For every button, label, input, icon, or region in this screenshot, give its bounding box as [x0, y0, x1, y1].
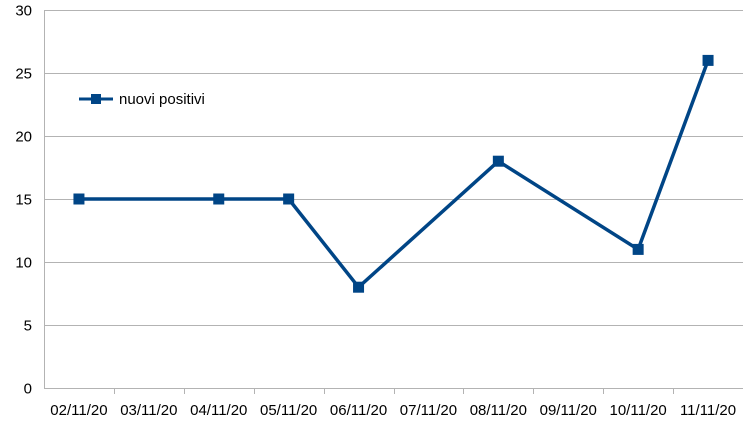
x-tick-label: 11/11/20 — [680, 402, 736, 419]
x-tick-label: 08/11/20 — [470, 402, 527, 419]
x-tick-label: 04/11/20 — [190, 402, 247, 419]
series — [73, 54, 714, 293]
y-tick-label: 5 — [24, 318, 32, 335]
data-point-marker — [702, 54, 714, 66]
axes — [44, 10, 743, 394]
x-tick-labels: 02/11/20 03/11/20 04/11/20 05/11/20 06/11/20… — [50, 402, 736, 419]
x-tick-label: 05/11/20 — [260, 402, 317, 419]
y-tick-label: 30 — [15, 3, 32, 20]
x-tick-label: 02/11/20 — [50, 402, 107, 419]
legend-label-nuovi-positivi: nuovi positivi — [119, 91, 205, 108]
x-tick-label: 10/11/20 — [610, 402, 667, 419]
data-point-marker — [283, 193, 295, 205]
data-point-marker — [353, 281, 365, 293]
data-point-marker — [492, 155, 504, 167]
data-point-marker — [213, 193, 225, 205]
y-tick-labels: 0 5 10 15 20 25 30 — [15, 3, 32, 398]
y-tick-label: 0 — [24, 381, 32, 398]
x-tick-label: 09/11/20 — [540, 402, 597, 419]
legend-marker — [91, 94, 101, 104]
x-tick-label: 03/11/20 — [120, 402, 177, 419]
y-tick-label: 15 — [15, 192, 32, 209]
y-tick-label: 10 — [15, 255, 32, 272]
y-tick-label: 25 — [15, 66, 32, 83]
data-point-marker — [73, 193, 85, 205]
data-point-marker — [632, 243, 644, 255]
legend: nuovi positivi — [79, 91, 205, 108]
grid-lines — [44, 10, 743, 326]
x-tick-label: 07/11/20 — [400, 402, 457, 419]
y-tick-label: 20 — [15, 129, 32, 146]
x-tick-label: 06/11/20 — [330, 402, 387, 419]
